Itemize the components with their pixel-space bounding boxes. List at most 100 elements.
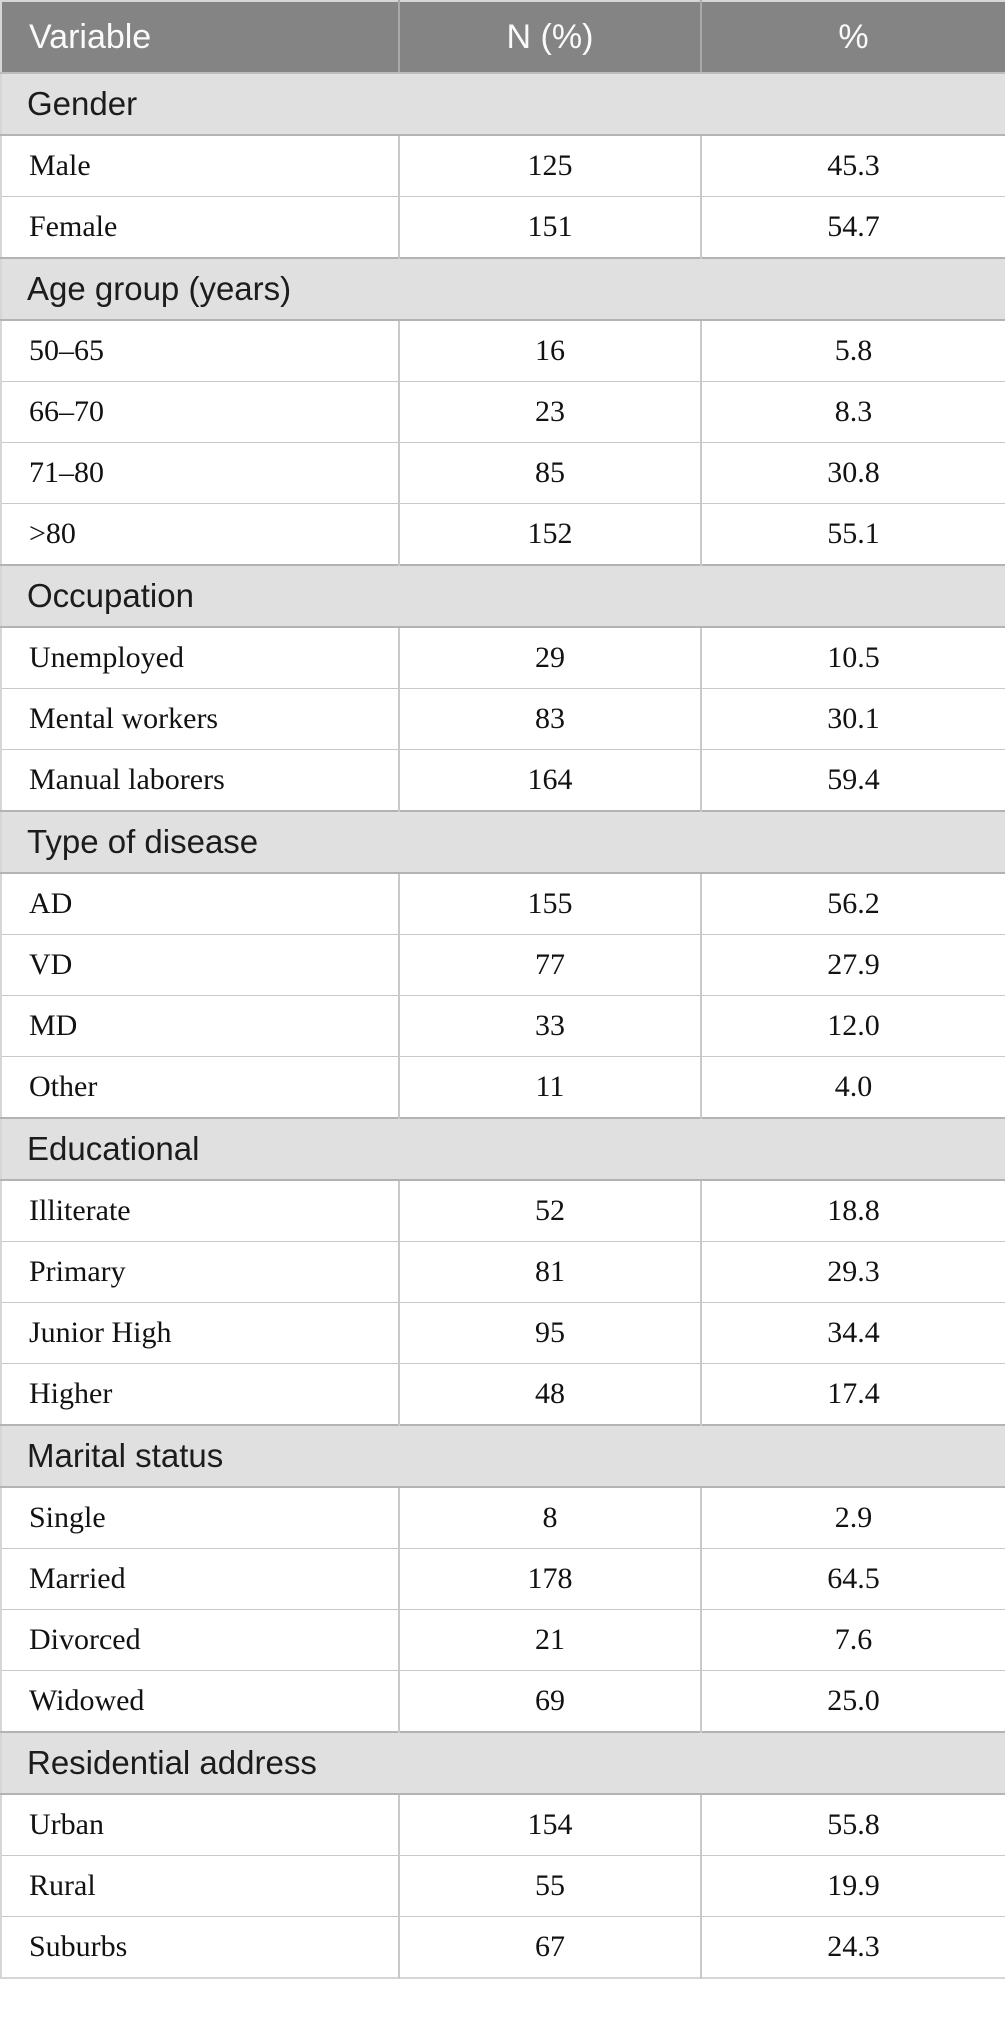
n-cell: 155 xyxy=(398,872,701,935)
table-row: Rural 55 19.9 xyxy=(1,1855,1005,1917)
n-cell: 23 xyxy=(398,381,701,443)
section-row: Marital status xyxy=(1,1424,1005,1488)
percent-cell: 12.0 xyxy=(700,995,1005,1057)
table-row: Widowed 69 25.0 xyxy=(1,1670,1005,1732)
n-cell: 21 xyxy=(398,1609,701,1671)
table-header: Variable N (%) % xyxy=(1,1,1005,74)
section-title: Type of disease xyxy=(1,810,1005,874)
percent-cell: 25.0 xyxy=(700,1670,1005,1732)
variable-cell: Single xyxy=(1,1486,399,1549)
n-cell: 95 xyxy=(398,1302,701,1364)
variable-cell: Manual laborers xyxy=(1,749,399,811)
percent-cell: 59.4 xyxy=(700,749,1005,811)
percent-cell: 30.8 xyxy=(700,442,1005,504)
percent-cell: 5.8 xyxy=(700,319,1005,382)
table-row: Married 178 64.5 xyxy=(1,1548,1005,1610)
table-row: Manual laborers 164 59.4 xyxy=(1,749,1005,811)
percent-cell: 30.1 xyxy=(700,688,1005,750)
percent-cell: 29.3 xyxy=(700,1241,1005,1303)
variable-cell: Junior High xyxy=(1,1302,399,1364)
section-row: Type of disease xyxy=(1,810,1005,874)
n-cell: 164 xyxy=(398,749,701,811)
n-cell: 125 xyxy=(398,134,701,197)
table-row: VD 77 27.9 xyxy=(1,934,1005,996)
percent-cell: 64.5 xyxy=(700,1548,1005,1610)
variable-cell: Mental workers xyxy=(1,688,399,750)
variable-cell: 71–80 xyxy=(1,442,399,504)
header-row: Variable N (%) % xyxy=(1,1,1005,74)
section-title: Gender xyxy=(1,72,1005,136)
variable-cell: Higher xyxy=(1,1363,399,1425)
percent-cell: 10.5 xyxy=(700,626,1005,689)
n-cell: 178 xyxy=(398,1548,701,1610)
n-cell: 69 xyxy=(398,1670,701,1732)
variable-cell: Married xyxy=(1,1548,399,1610)
n-cell: 81 xyxy=(398,1241,701,1303)
table-row: Urban 154 55.8 xyxy=(1,1793,1005,1856)
section-row: Residential address xyxy=(1,1731,1005,1795)
variable-cell: >80 xyxy=(1,503,399,565)
table-row: MD 33 12.0 xyxy=(1,995,1005,1057)
column-header-percent: % xyxy=(700,1,1005,74)
column-header-n: N (%) xyxy=(398,1,701,74)
percent-cell: 2.9 xyxy=(700,1486,1005,1549)
percent-cell: 27.9 xyxy=(700,934,1005,996)
variable-cell: MD xyxy=(1,995,399,1057)
percent-cell: 4.0 xyxy=(700,1056,1005,1118)
n-cell: 85 xyxy=(398,442,701,504)
table-row: Female 151 54.7 xyxy=(1,196,1005,258)
variable-cell: 50–65 xyxy=(1,319,399,382)
n-cell: 52 xyxy=(398,1179,701,1242)
table-row: >80 152 55.1 xyxy=(1,503,1005,565)
n-cell: 8 xyxy=(398,1486,701,1549)
n-cell: 11 xyxy=(398,1056,701,1118)
table-row: Higher 48 17.4 xyxy=(1,1363,1005,1425)
n-cell: 67 xyxy=(398,1916,701,1978)
percent-cell: 34.4 xyxy=(700,1302,1005,1364)
table-row: Illiterate 52 18.8 xyxy=(1,1179,1005,1242)
variable-cell: Primary xyxy=(1,1241,399,1303)
percent-cell: 56.2 xyxy=(700,872,1005,935)
percent-cell: 55.1 xyxy=(700,503,1005,565)
table-row: Other 11 4.0 xyxy=(1,1056,1005,1118)
variable-cell: Male xyxy=(1,134,399,197)
variable-cell: Rural xyxy=(1,1855,399,1917)
section-row: Occupation xyxy=(1,564,1005,628)
n-cell: 16 xyxy=(398,319,701,382)
variable-cell: 66–70 xyxy=(1,381,399,443)
variable-cell: Widowed xyxy=(1,1670,399,1732)
variable-cell: AD xyxy=(1,872,399,935)
n-cell: 29 xyxy=(398,626,701,689)
section-row: Age group (years) xyxy=(1,257,1005,321)
variable-cell: Suburbs xyxy=(1,1916,399,1978)
variable-cell: Illiterate xyxy=(1,1179,399,1242)
percent-cell: 8.3 xyxy=(700,381,1005,443)
table-row: Male 125 45.3 xyxy=(1,134,1005,197)
table-row: Primary 81 29.3 xyxy=(1,1241,1005,1303)
n-cell: 48 xyxy=(398,1363,701,1425)
variable-cell: Divorced xyxy=(1,1609,399,1671)
variable-cell: VD xyxy=(1,934,399,996)
participant-characteristics-table: Variable N (%) % Gender Male 125 45.3 Fe… xyxy=(0,0,1005,1979)
n-cell: 33 xyxy=(398,995,701,1057)
n-cell: 152 xyxy=(398,503,701,565)
percent-cell: 24.3 xyxy=(700,1916,1005,1978)
n-cell: 154 xyxy=(398,1793,701,1856)
n-cell: 77 xyxy=(398,934,701,996)
n-cell: 151 xyxy=(398,196,701,258)
section-row: Educational xyxy=(1,1117,1005,1181)
table-row: Divorced 21 7.6 xyxy=(1,1609,1005,1671)
variable-cell: Unemployed xyxy=(1,626,399,689)
n-cell: 83 xyxy=(398,688,701,750)
column-header-variable: Variable xyxy=(1,1,399,74)
n-cell: 55 xyxy=(398,1855,701,1917)
table-row: Mental workers 83 30.1 xyxy=(1,688,1005,750)
section-title: Educational xyxy=(1,1117,1005,1181)
table-row: 71–80 85 30.8 xyxy=(1,442,1005,504)
variable-cell: Female xyxy=(1,196,399,258)
section-title: Occupation xyxy=(1,564,1005,628)
percent-cell: 54.7 xyxy=(700,196,1005,258)
table-row: Unemployed 29 10.5 xyxy=(1,626,1005,689)
variable-cell: Other xyxy=(1,1056,399,1118)
